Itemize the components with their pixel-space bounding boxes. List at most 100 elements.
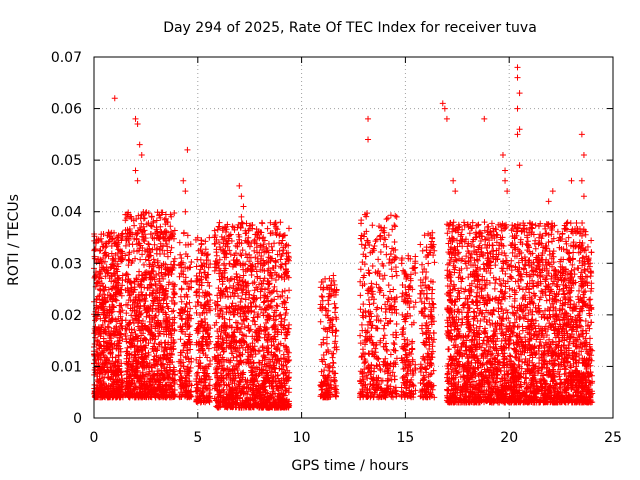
data-point [332, 332, 339, 339]
data-point [108, 243, 115, 250]
data-point [393, 272, 400, 279]
data-point [358, 217, 365, 224]
data-point [393, 213, 400, 220]
data-point [164, 293, 171, 300]
data-point [180, 229, 187, 236]
data-point [104, 292, 111, 298]
data-point [98, 258, 105, 265]
data-point [358, 321, 365, 328]
data-point [111, 388, 118, 395]
data-point [119, 282, 126, 289]
data-point [226, 260, 233, 267]
data-point [108, 250, 115, 257]
data-point [330, 272, 337, 279]
data-point [151, 340, 158, 347]
data-point [106, 335, 113, 342]
data-point [383, 305, 390, 312]
data-point [391, 239, 398, 246]
data-point [109, 308, 116, 315]
data-point [421, 300, 428, 307]
data-point [103, 329, 110, 336]
data-point [116, 274, 123, 281]
data-point [126, 249, 133, 256]
data-point [380, 292, 387, 299]
data-point [156, 246, 163, 253]
data-point [115, 356, 122, 363]
data-point [170, 286, 177, 293]
data-point [97, 367, 104, 374]
data-point [106, 344, 113, 351]
data-point [137, 256, 144, 263]
data-point [110, 257, 117, 264]
data-point [188, 258, 195, 265]
data-point [98, 354, 105, 361]
data-point [99, 243, 106, 250]
data-point [97, 333, 104, 340]
data-point [430, 301, 437, 308]
data-point [92, 366, 99, 373]
data-point [106, 238, 113, 245]
data-point [193, 263, 200, 270]
data-point [113, 345, 120, 352]
data-point [380, 343, 387, 350]
data-point [94, 279, 101, 286]
data-point [369, 222, 376, 229]
data-point [277, 311, 284, 318]
data-point [140, 223, 147, 230]
data-point [140, 261, 147, 268]
data-point [250, 314, 257, 321]
data-point [100, 338, 107, 345]
data-point [129, 241, 136, 248]
data-point [114, 268, 121, 275]
data-point [206, 234, 213, 241]
data-point [153, 272, 160, 279]
data-point [107, 351, 114, 358]
data-point [286, 321, 293, 328]
data-point [102, 258, 109, 265]
data-point [97, 270, 104, 277]
data-point [98, 238, 105, 245]
data-point [391, 341, 398, 348]
data-point [96, 370, 103, 377]
data-point [92, 334, 99, 341]
data-point [211, 227, 218, 234]
data-point [110, 270, 117, 277]
data-points [91, 64, 596, 411]
data-point [331, 377, 338, 384]
data-point [118, 231, 125, 238]
data-point [109, 298, 116, 305]
data-point [107, 390, 114, 397]
data-point [113, 370, 120, 377]
data-point [105, 286, 112, 293]
data-point [115, 387, 122, 394]
data-point [329, 354, 336, 361]
data-point [102, 249, 109, 256]
data-point [107, 375, 114, 382]
data-point [118, 360, 125, 367]
data-point [375, 256, 382, 263]
data-point [384, 215, 391, 222]
data-point [242, 251, 249, 258]
data-point [264, 225, 271, 232]
data-point [116, 337, 123, 344]
data-point [388, 376, 395, 383]
data-point [256, 348, 263, 355]
data-point [573, 219, 580, 226]
data-point [178, 286, 185, 293]
data-point [153, 217, 160, 224]
data-point [108, 318, 115, 325]
data-point [317, 318, 324, 325]
data-point [284, 294, 291, 301]
data-point [421, 232, 428, 239]
data-point [187, 241, 194, 248]
data-point [381, 332, 388, 339]
data-point [105, 309, 112, 316]
data-point [214, 226, 221, 233]
data-point [417, 241, 424, 248]
data-point [170, 294, 177, 301]
data-point [188, 277, 195, 284]
data-point [98, 280, 105, 287]
data-point [319, 294, 326, 301]
data-point [112, 354, 119, 361]
data-point [115, 340, 122, 347]
